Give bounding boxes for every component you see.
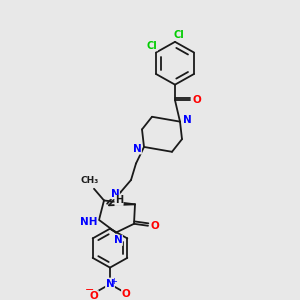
Text: NH: NH: [80, 217, 98, 227]
Text: O: O: [122, 289, 130, 299]
Text: Cl: Cl: [147, 41, 157, 51]
Text: +: +: [111, 277, 117, 286]
Text: N: N: [114, 235, 122, 245]
Text: N: N: [111, 189, 119, 199]
Text: Cl: Cl: [174, 30, 184, 40]
Text: N: N: [133, 144, 141, 154]
Text: N: N: [183, 115, 191, 125]
Text: CH₃: CH₃: [81, 176, 99, 185]
Text: O: O: [193, 95, 201, 105]
Text: O: O: [90, 291, 98, 300]
Text: O: O: [151, 221, 159, 231]
Text: N: N: [106, 279, 114, 289]
Text: H: H: [115, 196, 123, 206]
Text: −: −: [85, 285, 95, 295]
